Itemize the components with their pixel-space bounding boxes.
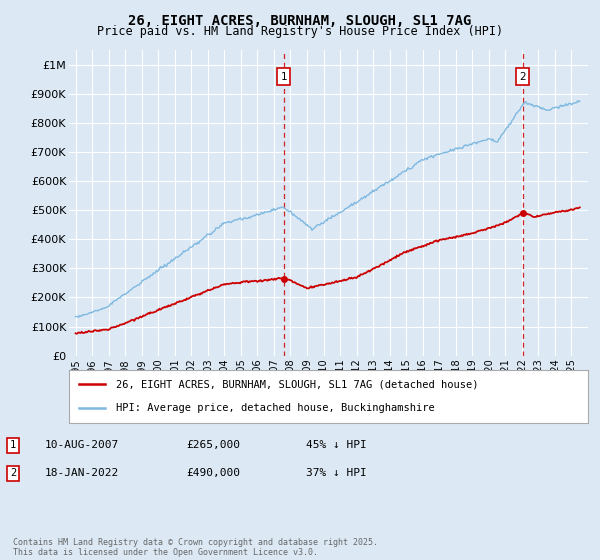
Text: Price paid vs. HM Land Registry's House Price Index (HPI): Price paid vs. HM Land Registry's House … (97, 25, 503, 38)
Text: 10-AUG-2007: 10-AUG-2007 (45, 440, 119, 450)
Text: 18-JAN-2022: 18-JAN-2022 (45, 468, 119, 478)
Text: 37% ↓ HPI: 37% ↓ HPI (306, 468, 367, 478)
Text: 26, EIGHT ACRES, BURNHAM, SLOUGH, SL1 7AG (detached house): 26, EIGHT ACRES, BURNHAM, SLOUGH, SL1 7A… (116, 380, 478, 390)
Text: 2: 2 (520, 72, 526, 82)
Text: Contains HM Land Registry data © Crown copyright and database right 2025.
This d: Contains HM Land Registry data © Crown c… (13, 538, 378, 557)
Text: 45% ↓ HPI: 45% ↓ HPI (306, 440, 367, 450)
Text: 2: 2 (10, 468, 16, 478)
Text: £265,000: £265,000 (186, 440, 240, 450)
Text: £490,000: £490,000 (186, 468, 240, 478)
Text: HPI: Average price, detached house, Buckinghamshire: HPI: Average price, detached house, Buck… (116, 403, 434, 413)
Text: 1: 1 (281, 72, 287, 82)
Text: 26, EIGHT ACRES, BURNHAM, SLOUGH, SL1 7AG: 26, EIGHT ACRES, BURNHAM, SLOUGH, SL1 7A… (128, 14, 472, 28)
Text: 1: 1 (10, 440, 16, 450)
